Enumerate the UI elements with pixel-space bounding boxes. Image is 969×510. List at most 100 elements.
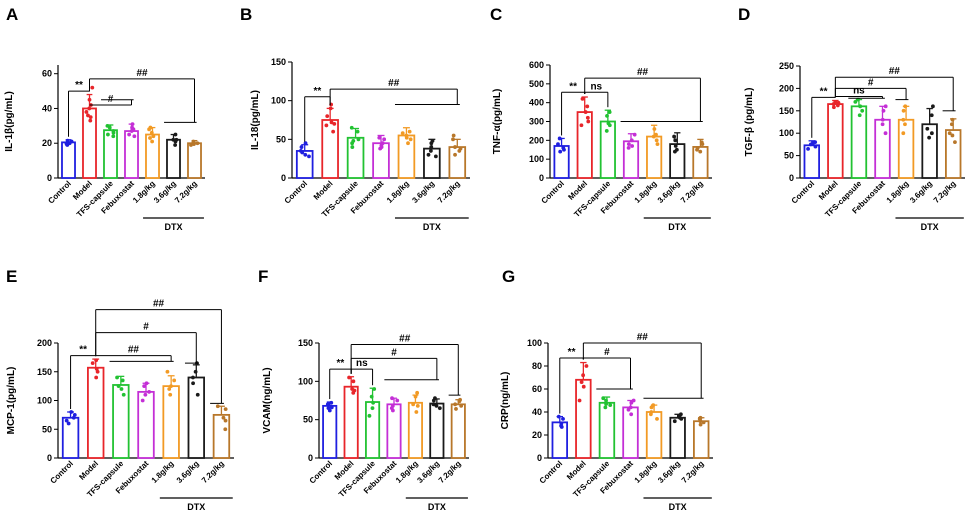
y-tick-label: 150	[779, 106, 794, 116]
data-point	[414, 410, 419, 414]
data-point	[451, 137, 455, 142]
y-axis-label: TGF-β (pg/mL)	[744, 88, 755, 157]
data-point	[925, 126, 930, 131]
data-point	[606, 121, 611, 126]
data-point	[947, 131, 952, 136]
data-point	[561, 145, 566, 150]
data-point	[132, 134, 137, 139]
data-point	[87, 97, 92, 102]
y-tick-label: 600	[529, 60, 544, 70]
data-point	[331, 129, 336, 134]
data-point	[223, 418, 228, 423]
data-point	[672, 419, 677, 424]
data-point	[931, 104, 935, 109]
data-point	[583, 110, 588, 114]
y-tick-label: 20	[532, 430, 542, 440]
y-tick-label: 100	[529, 154, 544, 164]
data-point	[673, 144, 678, 148]
data-point	[64, 418, 69, 423]
significance-label: #	[604, 347, 610, 358]
data-point	[701, 420, 706, 425]
group-label: DTX	[165, 222, 183, 232]
data-point	[121, 392, 126, 397]
data-point	[903, 122, 907, 127]
significance-annotation: ##	[95, 299, 224, 404]
data-point	[631, 398, 636, 403]
significance-label: ##	[889, 66, 901, 77]
data-point	[307, 154, 311, 159]
data-point	[673, 138, 678, 143]
bar-3	[365, 401, 381, 459]
data-point	[652, 127, 657, 131]
bar-7	[448, 146, 467, 179]
data-point	[147, 389, 152, 394]
y-tick-label: 20	[42, 138, 52, 148]
data-point	[585, 115, 590, 120]
bar-3	[112, 384, 130, 459]
data-point	[90, 361, 95, 366]
bar-2	[575, 378, 592, 459]
data-point	[404, 133, 409, 138]
y-tick-label: 400	[529, 98, 544, 108]
data-point	[111, 129, 116, 133]
y-tick-label: 200	[37, 338, 52, 348]
group-label: DTX	[423, 222, 441, 232]
data-point	[173, 143, 178, 147]
bar-7	[945, 129, 962, 179]
data-point	[559, 423, 563, 428]
x-tick-label: Control	[283, 179, 309, 205]
bar-6	[187, 376, 205, 459]
data-point	[143, 392, 148, 397]
data-point	[880, 117, 885, 122]
panel-letter: C	[490, 5, 502, 24]
data-point	[356, 137, 361, 142]
data-point	[428, 149, 433, 153]
data-point	[831, 102, 836, 106]
data-point	[415, 403, 420, 408]
data-point	[65, 138, 70, 143]
bar-1	[61, 416, 80, 459]
data-point	[433, 396, 437, 401]
bar-2	[87, 366, 105, 459]
data-point	[395, 398, 400, 403]
data-point	[629, 138, 634, 143]
x-tick-label: 7.2g/kg	[200, 459, 226, 485]
data-point	[698, 419, 703, 424]
x-tick-label: Model	[77, 459, 100, 482]
data-point	[698, 422, 703, 427]
data-point	[811, 141, 815, 145]
data-point	[148, 136, 152, 140]
significance-annotation: #	[582, 347, 633, 390]
data-point	[580, 97, 585, 101]
significance-label: ##	[153, 299, 165, 310]
bar-2	[343, 385, 359, 459]
data-point	[857, 113, 862, 118]
data-point	[858, 104, 863, 109]
data-point	[883, 131, 888, 136]
significance-label: #	[868, 77, 874, 88]
data-point	[437, 406, 442, 411]
data-point	[64, 142, 69, 147]
significance-label: **	[75, 80, 83, 91]
data-point	[389, 406, 394, 411]
significance-label: ##	[388, 78, 400, 89]
data-point	[300, 150, 305, 155]
significance-label: #	[108, 94, 114, 105]
data-point	[106, 132, 110, 137]
data-point	[678, 412, 683, 417]
panel-letter: G	[502, 267, 515, 286]
y-tick-label: 150	[271, 57, 286, 67]
data-point	[173, 139, 178, 144]
data-point	[577, 398, 582, 403]
data-point	[853, 99, 858, 104]
x-tick-label: Control	[46, 179, 72, 205]
data-point	[350, 141, 355, 146]
data-point	[195, 392, 200, 397]
data-point	[147, 127, 151, 132]
data-point	[367, 413, 372, 418]
data-point	[352, 388, 357, 393]
bar-2	[827, 103, 844, 179]
bar-7	[187, 142, 202, 179]
